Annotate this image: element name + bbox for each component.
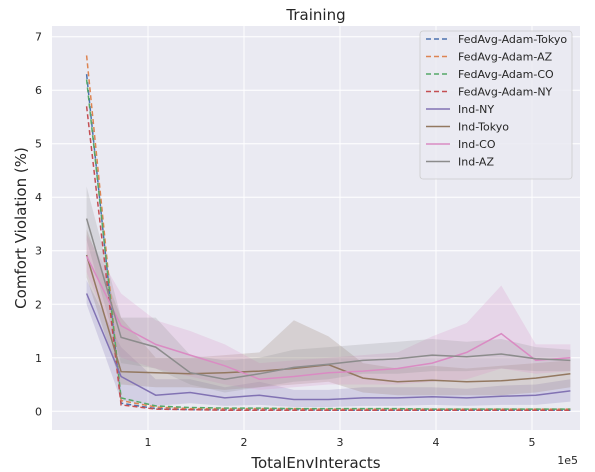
x-offset-label: 1e5 bbox=[557, 454, 578, 467]
chart-title: Training bbox=[285, 6, 345, 24]
x-axis-label: TotalEnvInteracts bbox=[250, 454, 380, 472]
confidence-band bbox=[86, 234, 571, 390]
legend-entry: FedAvg-Adam-Tokyo bbox=[458, 33, 567, 46]
legend-entry: Ind-CO bbox=[458, 138, 496, 151]
legend-entry: Ind-Tokyo bbox=[458, 121, 509, 134]
legend-entry: Ind-NY bbox=[458, 103, 494, 116]
y-tick-label: 5 bbox=[35, 138, 42, 151]
x-tick-label: 3 bbox=[337, 436, 344, 449]
y-tick-label: 0 bbox=[35, 405, 42, 418]
legend-box bbox=[419, 30, 573, 180]
legend-entry: Ind-AZ bbox=[458, 156, 494, 169]
legend-entry: FedAvg-Adam-NY bbox=[458, 86, 553, 99]
y-tick-label: 7 bbox=[35, 31, 42, 44]
x-tick-label: 1 bbox=[145, 436, 152, 449]
y-tick-label: 2 bbox=[35, 298, 42, 311]
series-line bbox=[85, 255, 571, 380]
y-tick-label: 4 bbox=[35, 191, 42, 204]
x-tick-label: 5 bbox=[529, 436, 536, 449]
series-line bbox=[85, 106, 571, 411]
legend: FedAvg-Adam-Tokyo FedAvg-Adam-AZ FedAvg-Ad… bbox=[419, 30, 573, 180]
series-line bbox=[85, 79, 571, 410]
y-tick-label: 6 bbox=[35, 84, 42, 97]
y-tick-label: 3 bbox=[35, 245, 42, 258]
tick-labels: 1 2 3 4 5 0 1 2 3 4 5 6 7 bbox=[35, 31, 536, 449]
confidence-band bbox=[86, 280, 571, 407]
legend-entry: FedAvg-Adam-CO bbox=[458, 68, 554, 81]
series-lines bbox=[85, 55, 571, 411]
y-axis-label: Comfort Violation (%) bbox=[12, 147, 30, 309]
series-line bbox=[85, 293, 571, 401]
y-tick-label: 1 bbox=[35, 352, 42, 365]
x-tick-label: 2 bbox=[241, 436, 248, 449]
series-line bbox=[85, 218, 571, 380]
confidence-band bbox=[86, 186, 571, 393]
legend-entry: FedAvg-Adam-AZ bbox=[458, 51, 553, 64]
x-tick-label: 4 bbox=[433, 436, 440, 449]
